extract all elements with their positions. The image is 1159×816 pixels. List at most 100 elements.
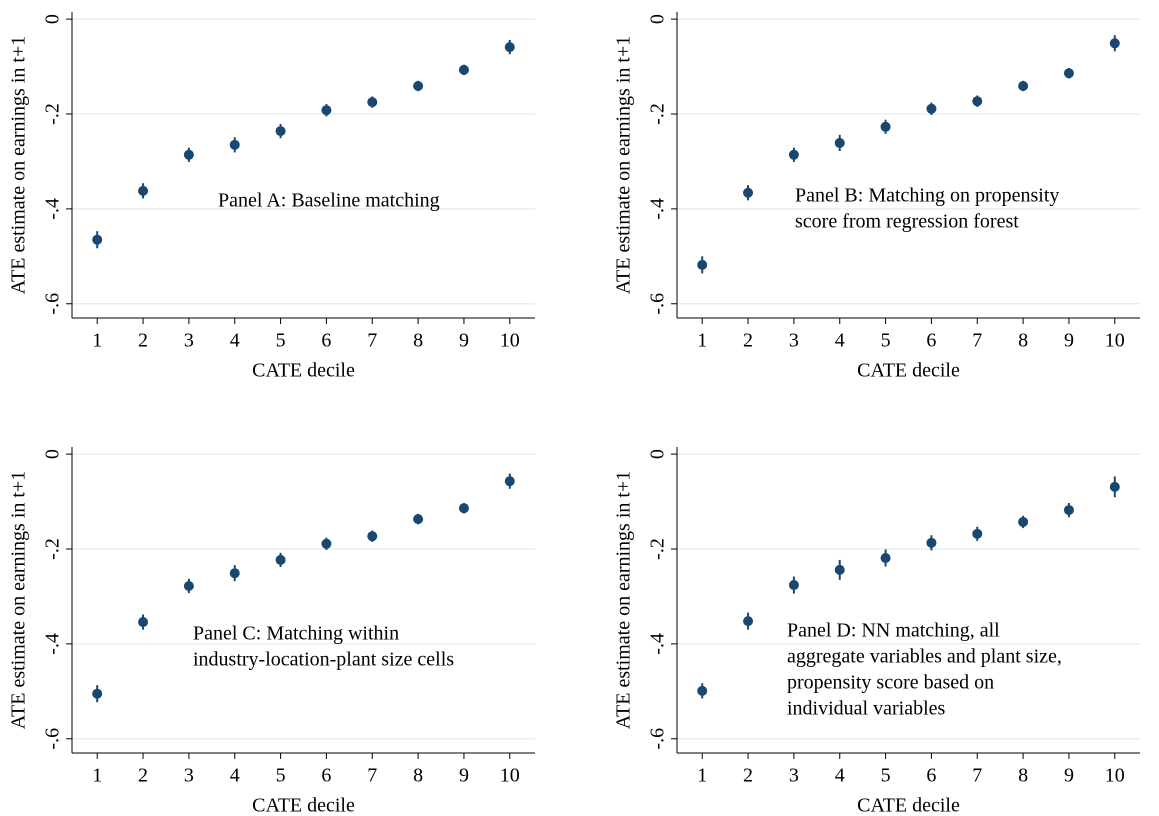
x-axis-title: CATE decile bbox=[857, 795, 960, 816]
x-tick-label: 1 bbox=[697, 765, 707, 787]
x-tick-label: 9 bbox=[1064, 330, 1074, 352]
panel: 0 -.2 -.4 -.6 1 2 3 4 5 6 7 8 9 10 CATE decile ATE esti… bbox=[8, 12, 535, 382]
x-tick-label: 9 bbox=[459, 330, 469, 352]
x-tick-label: 6 bbox=[926, 765, 936, 787]
y-tick-label: 0 bbox=[42, 449, 64, 459]
point bbox=[413, 81, 424, 92]
point bbox=[880, 121, 891, 132]
point bbox=[504, 42, 515, 53]
point bbox=[1109, 481, 1120, 492]
y-tick-label: -.6 bbox=[42, 293, 64, 315]
point bbox=[138, 617, 149, 628]
annotation: aggregate variables and plant size, bbox=[787, 646, 1062, 668]
y-tick-label: -.4 bbox=[42, 198, 64, 220]
x-tick-label: 7 bbox=[972, 765, 982, 787]
x-tick-label: 8 bbox=[413, 330, 423, 352]
y-tick-label: -.4 bbox=[647, 198, 669, 220]
x-tick-label: 4 bbox=[835, 765, 845, 787]
point bbox=[834, 137, 845, 148]
annotation: Panel C: Matching within bbox=[193, 623, 399, 645]
y-tick-label: -.6 bbox=[647, 293, 669, 315]
y-axis-title: ATE estimate on earnings in t+1 bbox=[8, 471, 30, 729]
y-tick-label: -.4 bbox=[647, 633, 669, 655]
point bbox=[183, 581, 194, 592]
point bbox=[926, 537, 937, 548]
y-tick-label: -.2 bbox=[42, 103, 64, 125]
x-tick-label: 7 bbox=[972, 330, 982, 352]
point bbox=[1018, 81, 1029, 92]
y-tick-label: -.2 bbox=[647, 538, 669, 560]
point bbox=[275, 126, 286, 137]
point bbox=[834, 564, 845, 575]
x-axis-title: CATE decile bbox=[252, 360, 355, 382]
y-tick-label: -.2 bbox=[42, 538, 64, 560]
x-tick-label: 8 bbox=[1018, 330, 1028, 352]
point bbox=[788, 149, 799, 160]
x-tick-label: 1 bbox=[92, 765, 102, 787]
annotation: industry-location-plant size cells bbox=[193, 649, 454, 671]
x-axis-title: CATE decile bbox=[857, 360, 960, 382]
point bbox=[321, 538, 332, 549]
x-tick-label: 1 bbox=[92, 330, 102, 352]
x-tick-label: 3 bbox=[789, 330, 799, 352]
x-tick-label: 2 bbox=[743, 330, 753, 352]
x-tick-label: 7 bbox=[367, 765, 377, 787]
annotation: Panel D: NN matching, all bbox=[787, 620, 1000, 642]
x-tick-label: 3 bbox=[184, 330, 194, 352]
x-tick-label: 6 bbox=[321, 765, 331, 787]
y-tick-label: -.4 bbox=[42, 633, 64, 655]
point bbox=[413, 514, 424, 525]
x-tick-label: 4 bbox=[230, 765, 240, 787]
point bbox=[229, 568, 240, 579]
x-tick-label: 5 bbox=[276, 765, 286, 787]
point bbox=[504, 476, 515, 487]
x-tick-label: 2 bbox=[743, 765, 753, 787]
x-tick-label: 9 bbox=[1064, 765, 1074, 787]
y-axis-title: ATE estimate on earnings in t+1 bbox=[613, 471, 635, 729]
x-tick-label: 5 bbox=[881, 765, 891, 787]
point bbox=[743, 616, 754, 627]
point bbox=[458, 503, 469, 514]
annotation: Panel B: Matching on propensity bbox=[795, 185, 1059, 207]
point bbox=[1063, 505, 1074, 516]
x-tick-label: 10 bbox=[1105, 765, 1125, 787]
y-tick-label: -.2 bbox=[647, 103, 669, 125]
annotation: score from regression forest bbox=[795, 211, 1019, 233]
point bbox=[367, 531, 378, 542]
y-tick-label: 0 bbox=[647, 449, 669, 459]
x-tick-label: 10 bbox=[1105, 330, 1125, 352]
annotation: propensity score based on bbox=[787, 672, 994, 694]
annotation: Panel A: Baseline matching bbox=[218, 190, 440, 212]
x-tick-label: 7 bbox=[367, 330, 377, 352]
point bbox=[972, 528, 983, 539]
x-tick-label: 1 bbox=[697, 330, 707, 352]
panel: 0 -.2 -.4 -.6 1 2 3 4 5 6 7 8 9 10 CATE decile ATE esti… bbox=[8, 447, 535, 816]
x-tick-label: 8 bbox=[1018, 765, 1028, 787]
x-tick-label: 8 bbox=[413, 765, 423, 787]
x-tick-label: 2 bbox=[138, 330, 148, 352]
point bbox=[697, 685, 708, 696]
x-tick-label: 5 bbox=[881, 330, 891, 352]
x-tick-label: 3 bbox=[789, 765, 799, 787]
x-axis-title: CATE decile bbox=[252, 795, 355, 816]
panel: 0 -.2 -.4 -.6 1 2 3 4 5 6 7 8 9 10 CATE decile ATE esti… bbox=[613, 12, 1140, 382]
x-tick-label: 4 bbox=[835, 330, 845, 352]
y-axis-title: ATE estimate on earnings in t+1 bbox=[613, 36, 635, 294]
x-tick-label: 5 bbox=[276, 330, 286, 352]
annotation: individual variables bbox=[787, 698, 946, 720]
point bbox=[183, 149, 194, 160]
y-tick-label: 0 bbox=[647, 14, 669, 24]
y-tick-label: -.6 bbox=[647, 728, 669, 750]
point bbox=[1063, 68, 1074, 79]
point bbox=[926, 103, 937, 114]
point bbox=[92, 688, 103, 699]
point bbox=[1109, 38, 1120, 49]
x-tick-label: 10 bbox=[500, 765, 520, 787]
x-tick-label: 3 bbox=[184, 765, 194, 787]
x-tick-label: 9 bbox=[459, 765, 469, 787]
point bbox=[138, 185, 149, 196]
point bbox=[229, 139, 240, 150]
y-axis-title: ATE estimate on earnings in t+1 bbox=[8, 36, 30, 294]
y-tick-label: -.6 bbox=[42, 728, 64, 750]
